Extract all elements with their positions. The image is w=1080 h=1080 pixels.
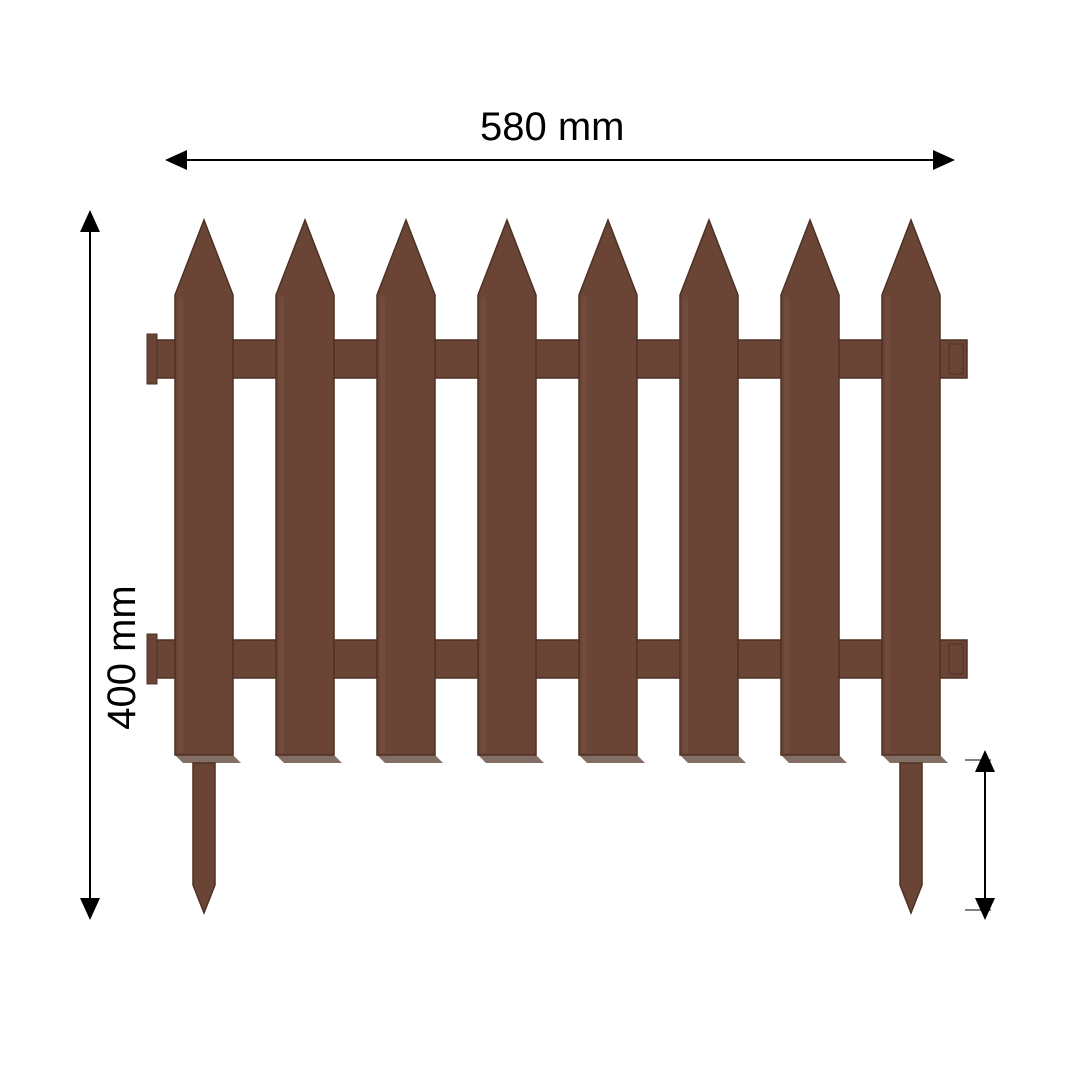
- fence: [147, 220, 967, 913]
- height-dimension-label: 400 mm: [100, 585, 145, 730]
- diagram-stage: 580 mm 400 mm 110 mm: [0, 0, 1080, 1080]
- fence-dimension-diagram: [0, 0, 1080, 1080]
- width-dimension-label: 580 mm: [480, 105, 625, 150]
